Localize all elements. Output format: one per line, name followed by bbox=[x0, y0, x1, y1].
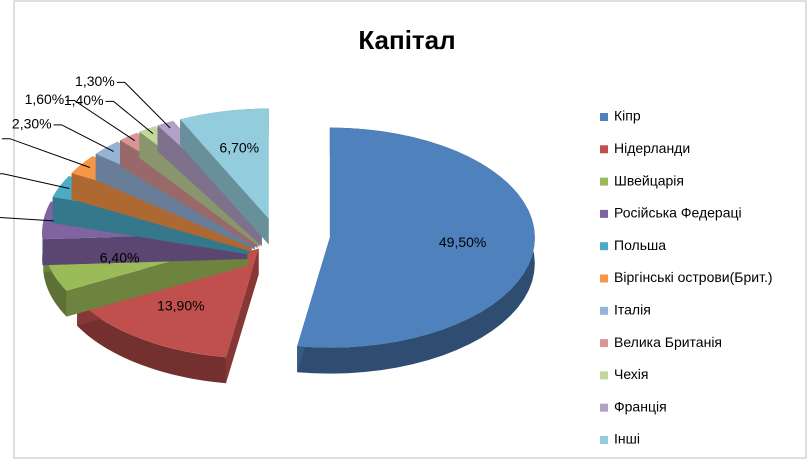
legend-label: Віргінські острови(Брит.) bbox=[614, 269, 773, 285]
chart-title: Капітал bbox=[358, 25, 455, 55]
legend-label: Нідерланди bbox=[614, 140, 690, 156]
leader-line bbox=[66, 100, 136, 142]
legend-label: Польша bbox=[614, 237, 666, 253]
slice-wall bbox=[71, 173, 252, 252]
slice-wall bbox=[180, 119, 269, 245]
legend-label: Італія bbox=[614, 302, 651, 318]
leader-line bbox=[0, 216, 54, 222]
leader-line bbox=[0, 173, 70, 189]
legend-label: Кіпр bbox=[614, 108, 641, 124]
data-label: 1,30% bbox=[75, 73, 115, 89]
slice-wall bbox=[225, 248, 259, 384]
slice-side bbox=[43, 245, 67, 317]
legend-swatch bbox=[600, 113, 608, 121]
legend-label: Чехія bbox=[614, 366, 649, 382]
legend-swatch bbox=[600, 403, 608, 412]
legend-swatch bbox=[600, 339, 608, 348]
leader-line bbox=[116, 81, 171, 129]
data-label: 6,70% bbox=[219, 140, 259, 156]
slice bbox=[180, 108, 269, 245]
slice-top bbox=[180, 108, 269, 219]
legend-swatch bbox=[600, 274, 608, 283]
legend-swatch bbox=[600, 371, 608, 380]
legend-swatch bbox=[600, 306, 608, 315]
data-label: 2,30% bbox=[12, 116, 52, 132]
legend-label: Швейцарія bbox=[614, 172, 684, 188]
data-label: 13,90% bbox=[157, 297, 204, 313]
legend-swatch bbox=[600, 436, 608, 444]
legend-label: Франція bbox=[614, 398, 667, 414]
legend-label: Велика Британія bbox=[614, 334, 722, 350]
data-label: 49,50% bbox=[439, 234, 486, 250]
data-label: 1,60% bbox=[25, 91, 65, 107]
slice-top bbox=[77, 248, 259, 358]
legend-swatch bbox=[600, 177, 608, 186]
legend-label: Інші bbox=[614, 431, 640, 447]
slice-side bbox=[297, 127, 535, 374]
legend-label: Російська Федераці bbox=[614, 205, 742, 221]
legend-swatch bbox=[600, 145, 608, 154]
slice bbox=[297, 127, 535, 374]
slice-side bbox=[77, 299, 226, 384]
leader-line bbox=[105, 100, 154, 134]
legend-swatch bbox=[600, 242, 608, 251]
leader-line bbox=[1, 138, 91, 168]
data-label: 1,40% bbox=[64, 92, 104, 108]
data-label: 6,40% bbox=[100, 249, 140, 265]
leader-line bbox=[53, 124, 114, 152]
legend-swatch bbox=[600, 209, 608, 218]
slice-top bbox=[297, 127, 535, 348]
